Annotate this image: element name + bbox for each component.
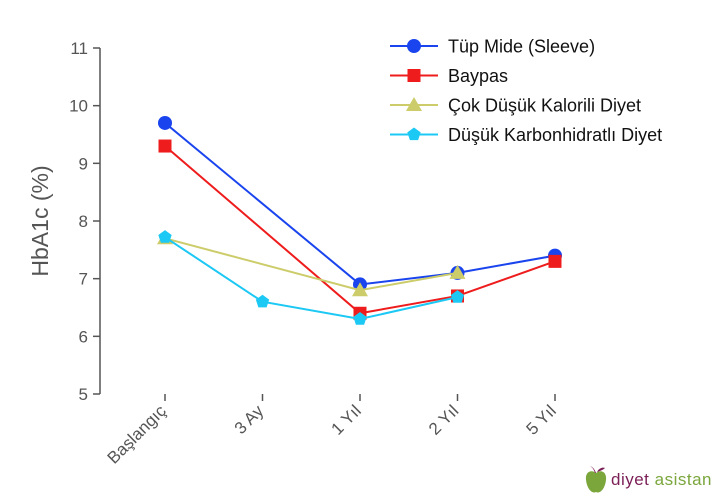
data-point xyxy=(352,282,368,297)
legend-label: Tüp Mide (Sleeve) xyxy=(448,37,595,57)
data-point xyxy=(450,290,465,303)
legend-marker xyxy=(407,69,421,82)
data-point xyxy=(255,294,270,308)
legend-marker xyxy=(406,97,422,111)
apple-logo-icon xyxy=(585,466,607,493)
brand-text-diyet: diyet xyxy=(610,470,650,489)
series-layer xyxy=(157,115,562,325)
legend: Tüp Mide (Sleeve) Baypas Çok Düşük Kaloril… xyxy=(390,37,662,145)
data-point xyxy=(353,312,367,325)
data-point xyxy=(449,264,466,279)
legend-label: Düşük Karbonhidratlı Diyet xyxy=(448,125,662,145)
series-line xyxy=(164,237,458,292)
y-tick-label: 7 xyxy=(79,270,88,289)
legend-item: Baypas xyxy=(390,66,508,86)
legend-label: Baypas xyxy=(448,66,508,86)
x-tick-label: 5 Yıl xyxy=(523,401,560,438)
y-axis-label: HbA1c (%) xyxy=(27,165,53,276)
y-tick-label: 8 xyxy=(79,212,88,231)
y-tick-label: 9 xyxy=(79,154,88,173)
series-line xyxy=(164,145,556,315)
x-tick-label: Başlangıç xyxy=(104,401,171,468)
data-point xyxy=(158,115,172,130)
data-point xyxy=(158,139,172,153)
y-tick-label: 6 xyxy=(79,327,88,346)
legend-marker xyxy=(407,39,421,53)
x-tick-label: 1 Yıl xyxy=(328,401,365,438)
brand-logo: diyet asistan xyxy=(583,465,712,495)
legend-item: Tüp Mide (Sleeve) xyxy=(390,37,595,57)
series-line xyxy=(164,236,458,321)
legend-marker xyxy=(407,127,421,141)
data-point xyxy=(158,230,172,243)
legend-label: Çok Düşük Kalorili Diyet xyxy=(448,96,641,116)
x-tick-label: 2 Yıl xyxy=(425,401,462,438)
data-point xyxy=(548,254,562,268)
series-line xyxy=(164,122,556,286)
y-tick-label: 10 xyxy=(69,97,88,116)
y-tick-label: 5 xyxy=(79,385,88,404)
brand-text-asistan: asistan xyxy=(649,470,712,489)
series-4 xyxy=(158,230,465,325)
y-tick-label: 11 xyxy=(70,39,88,58)
legend-item: Çok Düşük Kalorili Diyet xyxy=(390,96,641,116)
x-tick-label: 3 Ay xyxy=(231,401,268,438)
legend-item: Düşük Karbonhidratlı Diyet xyxy=(390,125,662,145)
